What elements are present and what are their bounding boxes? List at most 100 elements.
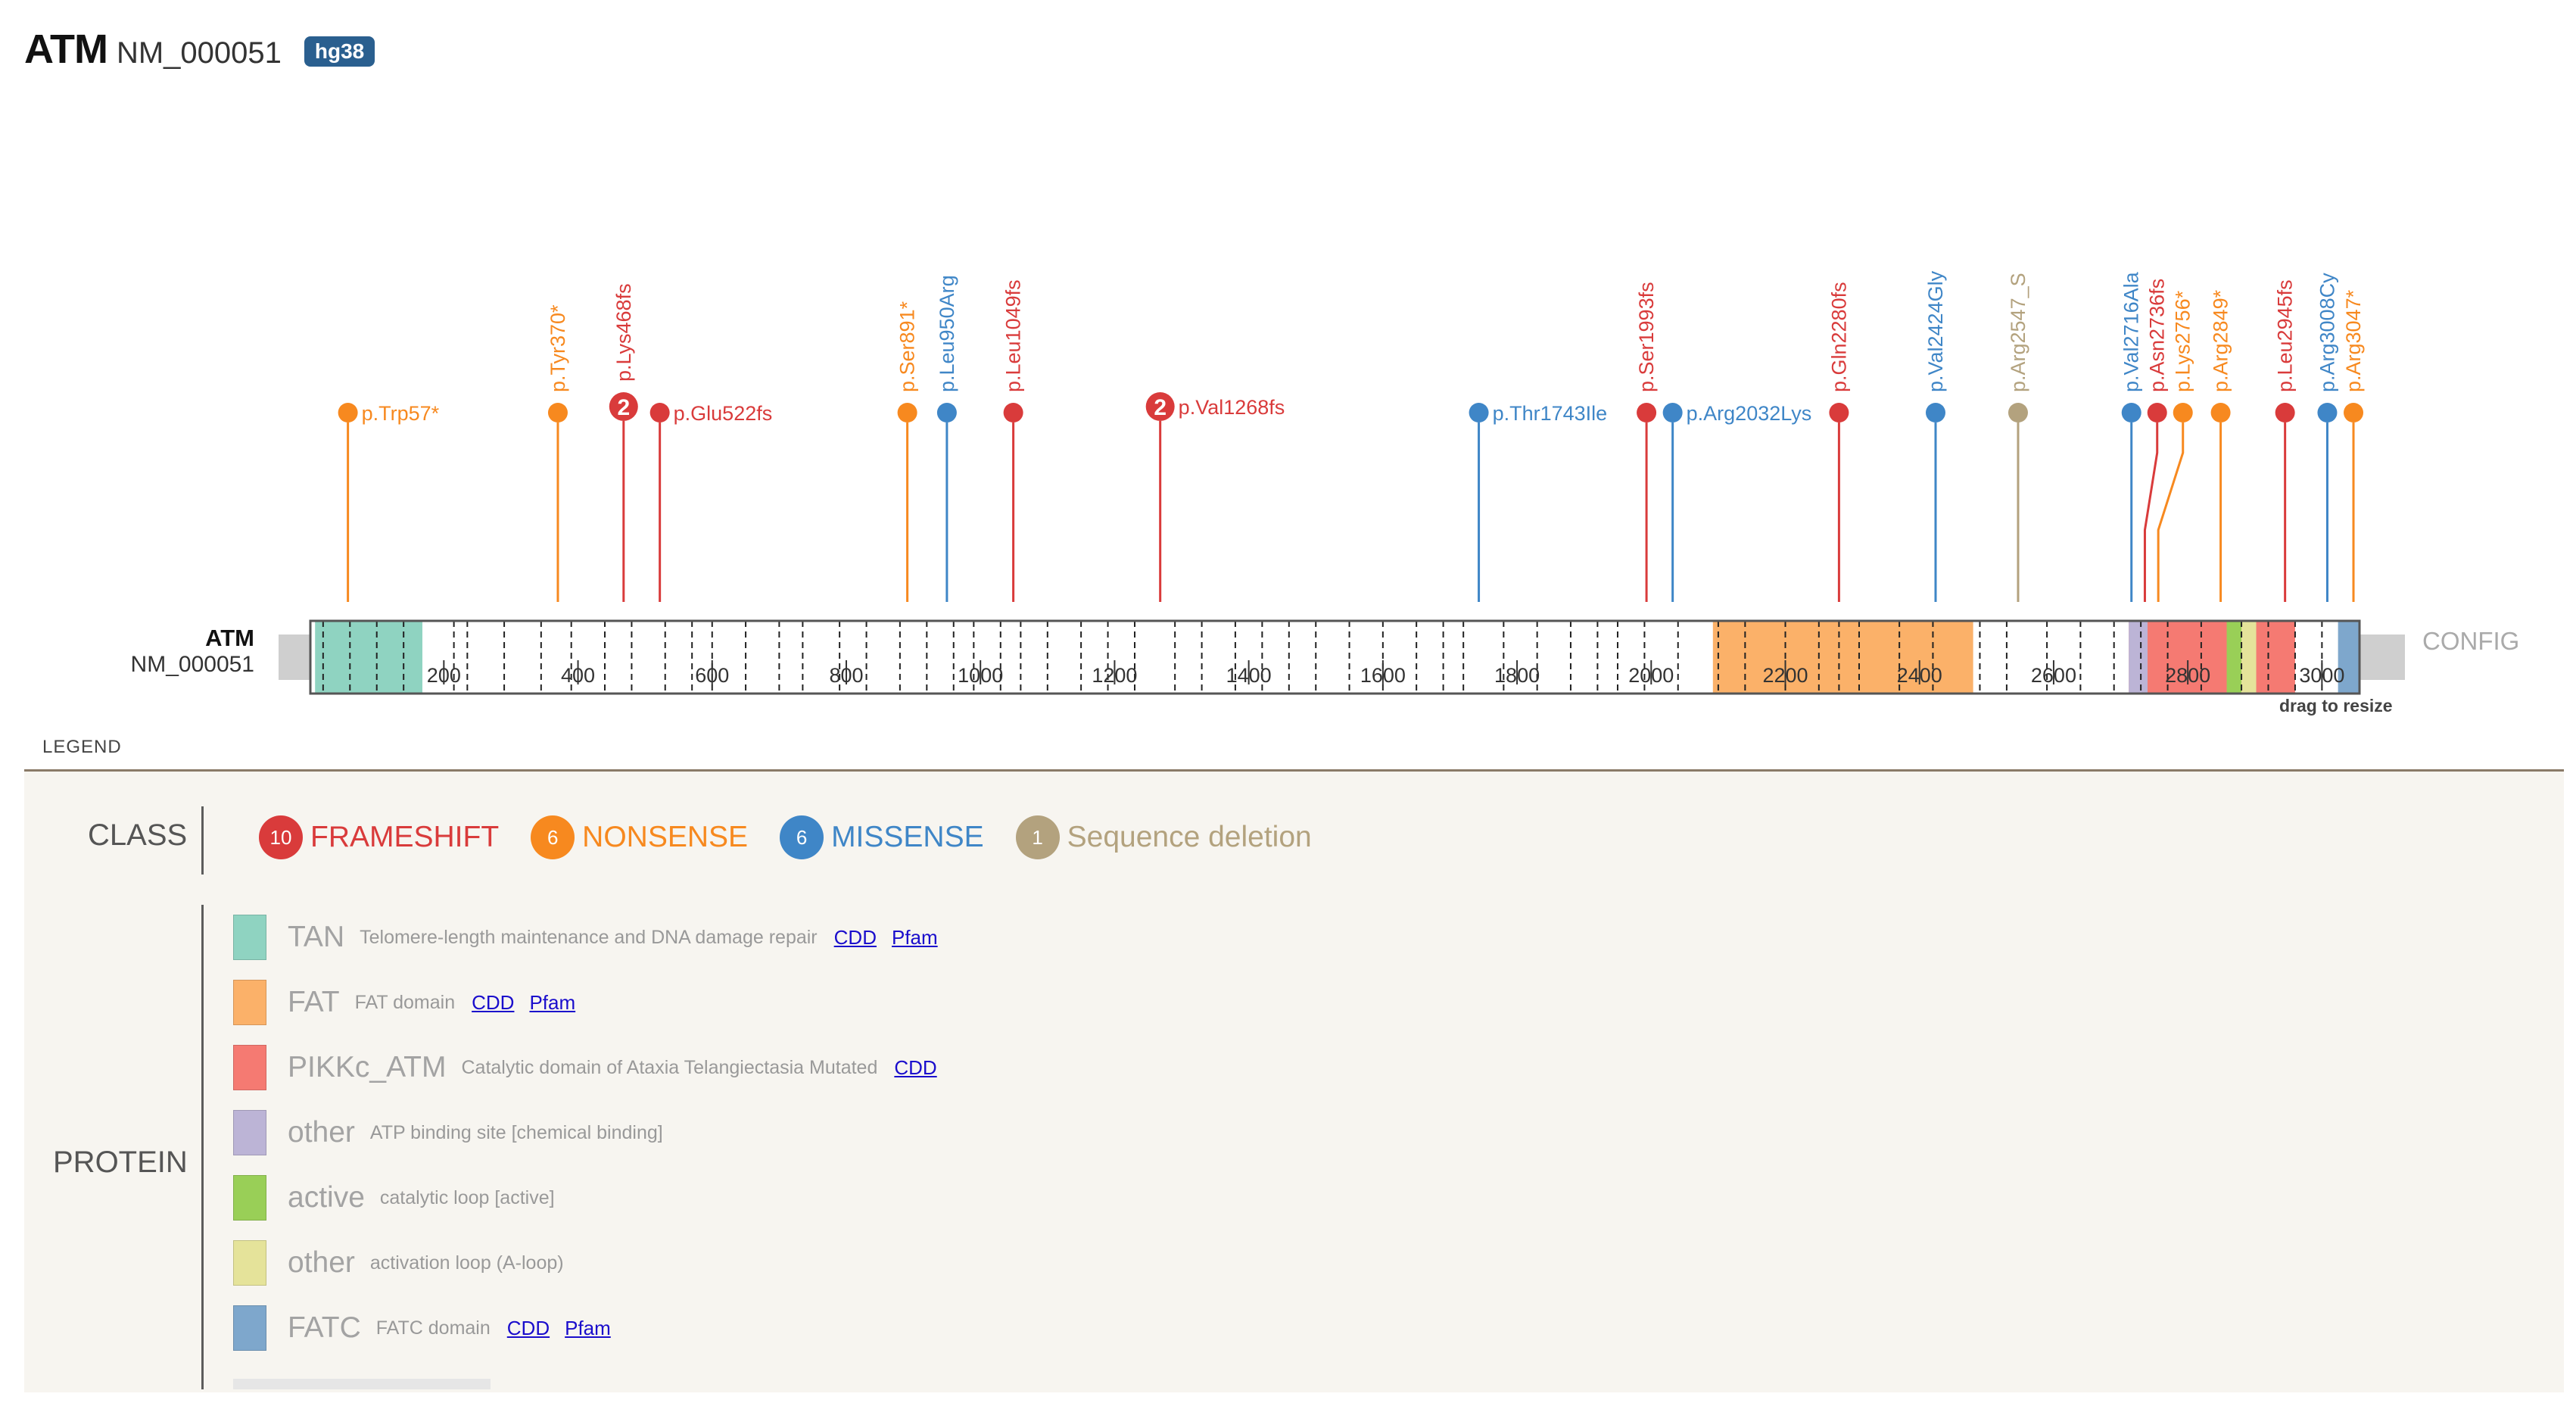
domain-legend-row[interactable]: FAT FAT domain CDD Pfam — [233, 970, 953, 1035]
mutation-count: 2 — [1154, 395, 1167, 420]
mutation-head[interactable] — [2317, 403, 2338, 422]
class-count-badge: 10 — [259, 815, 303, 859]
class-item-frameshift[interactable]: 10 FRAMESHIFT — [259, 815, 499, 859]
domain-name: TAN — [288, 921, 345, 953]
mutation-label: p.Leu950Arg — [936, 275, 958, 392]
tick-label: 2800 — [2165, 664, 2210, 687]
cdd-link[interactable]: CDD — [833, 925, 877, 949]
domain-description: FAT domain — [354, 991, 456, 1013]
tick-label: 2200 — [1762, 664, 1808, 687]
cdd-link[interactable]: CDD — [506, 1316, 550, 1339]
class-count-badge: 6 — [780, 815, 824, 859]
mutation-label: p.Thr1743Ile — [1493, 402, 1608, 425]
domain-description: Catalytic domain of Ataxia Telangiectasi… — [461, 1056, 878, 1078]
mutation-head[interactable] — [2173, 403, 2193, 422]
class-label: Sequence deletion — [1067, 821, 1312, 853]
class-legend: 10 FRAMESHIFT 6 NONSENSE 6 MISSENSE 1 Sequence … — [259, 815, 1344, 859]
mutation-label: p.Val2716Ala — [2120, 271, 2143, 392]
tick-label: 3000 — [2299, 664, 2344, 687]
mutation-label: p.Arg2849* — [2210, 289, 2232, 392]
mutation-count: 2 — [617, 395, 630, 420]
legend-scrollbar[interactable] — [233, 1379, 491, 1389]
genome-build-badge[interactable]: hg38 — [304, 36, 375, 67]
mutation-head[interactable] — [2008, 403, 2028, 422]
domain-color-swatch — [233, 1110, 266, 1155]
mutation-head[interactable] — [2147, 403, 2167, 422]
domain-name: FAT — [288, 986, 340, 1018]
mutation-head[interactable] — [2210, 403, 2231, 422]
domain-other-5[interactable] — [2241, 621, 2257, 694]
tick-label: 200 — [427, 664, 461, 687]
domain-color-swatch — [233, 1305, 266, 1351]
mutation-label: p.Tyr370* — [547, 304, 569, 392]
track-gene-label: ATM — [205, 625, 254, 651]
domain-color-swatch — [233, 1045, 266, 1090]
domain-name: other — [288, 1246, 355, 1279]
cdd-link[interactable]: CDD — [894, 1055, 937, 1079]
cdd-link[interactable]: CDD — [472, 990, 515, 1014]
mutation-head[interactable] — [936, 403, 957, 422]
domain-tan-0[interactable] — [315, 621, 422, 694]
domain-legend-row[interactable]: other activation loop (A-loop) — [233, 1230, 953, 1295]
class-row-label: CLASS — [88, 818, 188, 852]
mutation-head[interactable] — [897, 403, 917, 422]
domain-description: Telomere-length maintenance and DNA dama… — [360, 926, 818, 948]
domain-pikkc_atm-2[interactable] — [2129, 621, 2295, 694]
tick-label: 1200 — [1092, 664, 1137, 687]
mutation-head[interactable] — [1925, 403, 1945, 422]
mutation-head[interactable] — [338, 403, 358, 422]
domain-name: PIKKc_ATM — [288, 1051, 447, 1083]
mutation-head[interactable] — [1469, 403, 1489, 422]
class-item-sequence-deletion[interactable]: 1 Sequence deletion — [1015, 815, 1312, 859]
domain-legend-row[interactable]: FATC FATC domain CDD Pfam — [233, 1295, 953, 1361]
mutation-head[interactable] — [2121, 403, 2141, 422]
track-transcript-label: NM_000051 — [131, 652, 254, 677]
mutation-head[interactable] — [1662, 403, 1683, 422]
domain-fat-1[interactable] — [1712, 621, 1973, 694]
protein-row-label: PROTEIN — [53, 1146, 188, 1179]
resize-handle-label[interactable]: drag to resize — [2279, 696, 2393, 716]
domain-active-4[interactable] — [2226, 621, 2242, 694]
domains-layer — [315, 621, 2360, 694]
mutation-heads[interactable] — [338, 392, 2364, 422]
domain-legend-row[interactable]: active catalytic loop [active] — [233, 1165, 953, 1230]
mutation-label: p.Gln2280fs — [1827, 282, 1850, 392]
domain-legend-row[interactable]: other ATP binding site [chemical binding] — [233, 1100, 953, 1165]
domain-color-swatch — [233, 1175, 266, 1221]
mutation-label: p.Arg2547_S — [2007, 273, 2029, 392]
mutation-label: p.Lys2756* — [2172, 290, 2194, 392]
class-label: MISSENSE — [831, 821, 984, 853]
page-header: ATM NM_000051 hg38 — [24, 26, 375, 73]
mutation-head[interactable] — [1637, 403, 1657, 422]
mutation-label: p.Ser1993fs — [1635, 282, 1658, 392]
pfam-link[interactable]: Pfam — [565, 1316, 611, 1339]
mutation-head[interactable] — [547, 403, 568, 422]
domain-color-swatch — [233, 915, 266, 960]
mutation-head[interactable] — [2344, 403, 2364, 422]
config-button[interactable]: CONFIG — [2422, 627, 2519, 655]
domain-other-3[interactable] — [2129, 621, 2148, 694]
class-item-missense[interactable]: 6 MISSENSE — [780, 815, 984, 859]
domain-fatc-6[interactable] — [2338, 621, 2360, 694]
domain-legend-row[interactable]: TAN Telomere-length maintenance and DNA d… — [233, 905, 953, 970]
mutation-label: p.Val2424Gly — [1924, 270, 1947, 392]
domain-legend-row[interactable]: PIKKc_ATM Catalytic domain of Ataxia Tela… — [233, 1035, 953, 1100]
domain-description: activation loop (A-loop) — [369, 1252, 564, 1274]
lollipop-plot: 200 400 600 800 1000 1200 1400 1600 1800 2000 2200… — [131, 270, 2520, 716]
class-item-nonsense[interactable]: 6 NONSENSE — [531, 815, 748, 859]
mutation-head[interactable] — [1145, 392, 1175, 421]
mutation-head[interactable] — [1003, 403, 1023, 422]
mutation-head[interactable] — [609, 392, 638, 421]
pfam-link[interactable]: Pfam — [529, 990, 576, 1014]
track-right-cap — [2360, 634, 2405, 680]
mutation-head[interactable] — [649, 403, 670, 422]
class-label: NONSENSE — [582, 821, 749, 853]
gene-title: ATM — [24, 27, 108, 72]
tick-label: 1800 — [1494, 664, 1540, 687]
protein-track[interactable] — [309, 619, 2361, 695]
pfam-link[interactable]: Pfam — [891, 925, 938, 949]
tick-label: 400 — [561, 664, 595, 687]
mutation-head[interactable] — [1829, 403, 1849, 422]
mutation-head[interactable] — [2275, 403, 2295, 422]
domain-description: ATP binding site [chemical binding] — [369, 1121, 663, 1143]
